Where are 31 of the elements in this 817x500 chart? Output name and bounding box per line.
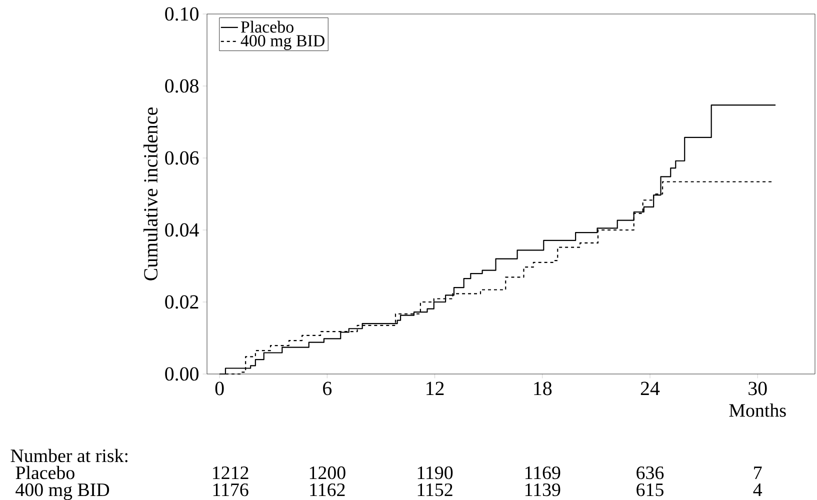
y-tick-label: 0.10 xyxy=(165,7,198,21)
x-tick-label: 0 xyxy=(215,382,224,396)
text: Placebo xyxy=(16,466,74,480)
text: 7 xyxy=(754,466,762,479)
x-tick-label: 24 xyxy=(640,382,660,395)
x-tick-label: 6 xyxy=(323,382,332,396)
text: 1169 xyxy=(525,466,560,480)
text: 400 mg BID xyxy=(16,483,110,500)
text: 4 xyxy=(753,484,762,496)
text: 1212 xyxy=(213,466,248,479)
text: 1139 xyxy=(525,483,560,496)
x-tick-label: 12 xyxy=(426,382,444,395)
y-tick-label: 0.04 xyxy=(165,223,199,237)
x-tick-label: 30 xyxy=(748,382,767,396)
y-tick-label: 0.00 xyxy=(165,367,198,381)
x-axis-title: Months xyxy=(729,403,786,417)
text: 1190 xyxy=(418,466,453,480)
text: 1176 xyxy=(213,483,248,496)
y-tick-label: 0.02 xyxy=(165,295,198,309)
y-tick-label: 0.08 xyxy=(165,79,198,93)
text: 1162 xyxy=(310,483,345,496)
text: 1200 xyxy=(310,466,346,480)
y-tick-label: 0.06 xyxy=(165,151,199,165)
text: Number at risk: xyxy=(10,448,128,462)
text: 636 xyxy=(636,466,664,480)
text: 615 xyxy=(636,483,664,496)
legend-label: 400 mg BID xyxy=(240,34,324,50)
legend-label: Placebo xyxy=(240,20,294,33)
text: 1152 xyxy=(418,483,452,496)
x-tick-label: 18 xyxy=(534,382,552,396)
y-axis-title: Cumulative incidence xyxy=(144,107,158,280)
